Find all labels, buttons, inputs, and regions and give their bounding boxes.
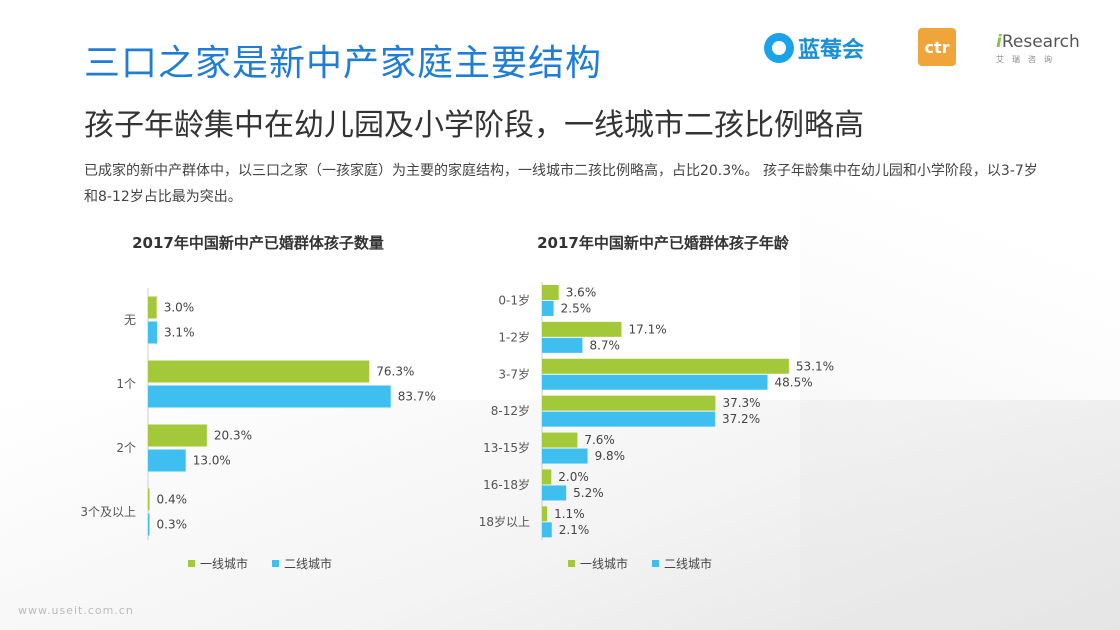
chart-1-category-label: 无 — [124, 313, 136, 327]
chart-2-category-label: 13-15岁 — [483, 440, 530, 455]
chart-2-bar — [542, 485, 567, 501]
chart-1-category-label: 3个及以上 — [80, 505, 136, 519]
chart-2-bar — [542, 448, 588, 464]
chart-2-data-label: 9.8% — [595, 449, 626, 463]
chart-1-data-label: 0.3% — [157, 518, 188, 532]
chart-2-data-label: 53.1% — [796, 359, 834, 373]
chart-2-bar — [542, 432, 578, 448]
lanmei-logo-text: 蓝莓会 — [798, 38, 865, 63]
chart-2-legend-swatch — [652, 560, 659, 567]
chart-1-bar — [148, 385, 391, 408]
chart-2-bar — [542, 300, 554, 316]
chart-2-category-label: 1-2岁 — [498, 329, 530, 344]
chart-2-bar — [542, 358, 789, 374]
page-subtitle: 孩子年龄集中在幼儿园及小学阶段，一线城市二孩比例略高 — [84, 108, 864, 143]
chart-2-bar — [542, 284, 559, 300]
chart-1-bar — [148, 296, 157, 319]
chart-2-bar — [542, 395, 716, 411]
chart-2-data-label: 37.2% — [722, 412, 760, 426]
chart-2-legend-swatch — [568, 560, 575, 567]
chart-1-bar — [148, 321, 157, 344]
chart-2-data-label: 37.3% — [722, 396, 760, 410]
chart-1-bar — [148, 360, 370, 383]
chart-1-bar — [148, 424, 207, 447]
iresearch-logo-cn: 艾瑞咨询 — [996, 55, 1060, 64]
chart-2-category-label: 16-18岁 — [483, 477, 530, 492]
chart-2-bar — [542, 522, 552, 538]
chart-1-data-label: 3.0% — [164, 301, 195, 315]
chart-1-bar — [148, 513, 150, 536]
chart-2-bar — [542, 374, 768, 390]
chart-2-category-label: 0-1岁 — [498, 292, 530, 307]
chart-2-category-label: 3-7岁 — [498, 366, 530, 381]
chart-1-legend-label: 二线城市 — [284, 556, 332, 571]
chart-1-bar — [148, 449, 186, 472]
chart-1-legend-swatch — [188, 560, 195, 567]
chart-2-data-label: 2.0% — [558, 470, 589, 484]
chart-2-data-label: 2.5% — [561, 301, 592, 315]
chart-2-legend-label: 一线城市 — [580, 556, 628, 571]
chart-1-data-label: 0.4% — [157, 493, 188, 507]
ctr-logo: ctr — [918, 28, 956, 66]
chart-1-category-label: 1个 — [116, 377, 136, 391]
chart-2-data-label: 3.6% — [566, 285, 597, 299]
chart-2-data-label: 1.1% — [554, 507, 585, 521]
chart-2-data-label: 2.1% — [559, 523, 590, 537]
lanmei-logo: 蓝莓会 — [764, 30, 864, 66]
chart-1-data-label: 83.7% — [398, 390, 436, 404]
chart-1-category-label: 2个 — [116, 441, 136, 455]
chart-2-bar — [542, 411, 715, 427]
lanmei-logo-icon — [764, 33, 794, 63]
chart-2-bar — [542, 469, 552, 485]
chart-1-legend-swatch — [272, 560, 279, 567]
chart-2-bar — [542, 506, 548, 522]
chart-2-legend-label: 二线城市 — [664, 556, 712, 571]
chart-2-category-label: 18岁以上 — [479, 514, 530, 529]
chart-1-bar — [148, 488, 150, 511]
iresearch-logo-i: i — [996, 32, 1002, 52]
chart-2-data-label: 8.7% — [589, 338, 620, 352]
page-description: 已成家的新中产群体中，以三口之家（一孩家庭）为主要的家庭结构，一线城市二孩比例略… — [84, 163, 1038, 205]
chart-2-bar — [542, 321, 622, 337]
chart-1-data-label: 76.3% — [376, 365, 414, 379]
chart-2-data-label: 48.5% — [775, 375, 813, 389]
chart-2-title: 2017年中国新中产已婚群体孩子年龄 — [537, 234, 790, 252]
page-title: 三口之家是新中产家庭主要结构 — [84, 43, 603, 84]
chart-1-legend-label: 一线城市 — [200, 556, 248, 571]
chart-2-bar — [542, 337, 583, 353]
iresearch-logo-text: Research — [1001, 32, 1080, 52]
chart-2-data-label: 7.6% — [584, 433, 615, 447]
chart-2-data-label: 5.2% — [573, 486, 604, 500]
watermark: www.useit.com.cn — [18, 604, 134, 617]
chart-2-data-label: 17.1% — [629, 322, 667, 336]
chart-2-category-label: 8-12岁 — [491, 403, 530, 418]
chart-1-data-label: 13.0% — [193, 454, 231, 468]
chart-1-data-label: 3.1% — [164, 326, 195, 340]
iresearch-logo: iResearch 艾瑞咨询 — [996, 32, 1086, 72]
chart-1-title: 2017年中国新中产已婚群体孩子数量 — [132, 234, 384, 252]
chart-1-data-label: 20.3% — [214, 429, 252, 443]
